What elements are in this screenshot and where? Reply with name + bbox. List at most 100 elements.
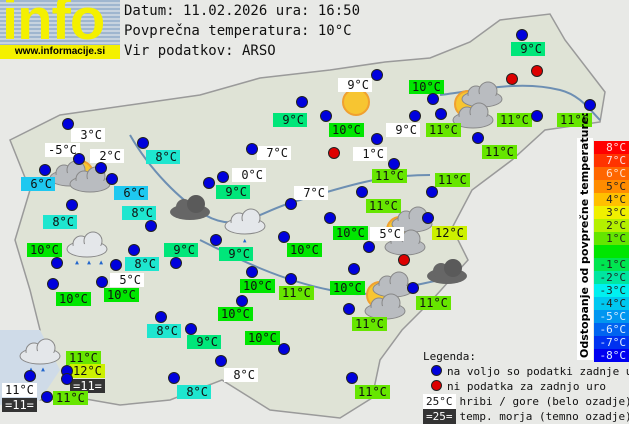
scale-step: 3°C [594, 206, 629, 219]
station-dot[interactable] [422, 212, 434, 224]
mountain-temperature-label: 0°C [232, 168, 266, 182]
station-temperature-label: 10°C [27, 243, 62, 257]
station-dot[interactable] [278, 343, 290, 355]
station-dot[interactable] [516, 29, 528, 41]
station-temperature-label: 9°C [511, 42, 545, 56]
station-dot[interactable] [96, 276, 108, 288]
station-dot[interactable] [66, 199, 78, 211]
station-dot[interactable] [472, 132, 484, 144]
station-temperature-label: 10°C [329, 123, 364, 137]
mountain-temperature-label: 11°C [2, 383, 37, 397]
scale-step: 7°C [594, 154, 629, 167]
station-dot[interactable] [215, 355, 227, 367]
station-dot[interactable] [343, 303, 355, 315]
rain-icon: ▴ ▴ [19, 338, 61, 375]
legend-missing: ni podatka za zadnjo uro [423, 379, 629, 394]
scale-step: -4°C [594, 297, 629, 310]
mountain-temperature-label: 7°C [294, 186, 328, 200]
station-dot[interactable] [409, 110, 421, 122]
station-temperature-label: 10°C [56, 292, 91, 306]
station-dot[interactable] [170, 257, 182, 269]
station-dot[interactable] [426, 186, 438, 198]
station-dot[interactable] [110, 259, 122, 271]
scale-step: 8°C [594, 141, 629, 154]
station-temperature-label: 8°C [122, 206, 156, 220]
station-dot[interactable] [407, 282, 419, 294]
station-dot[interactable] [41, 391, 53, 403]
station-temperature-label: 11°C [66, 351, 101, 365]
scale-step: -8°C [594, 349, 629, 362]
station-dot[interactable] [296, 96, 308, 108]
station-dot[interactable] [427, 93, 439, 105]
station-dot[interactable] [584, 99, 596, 111]
scale-step: -2°C [594, 271, 629, 284]
station-dot[interactable] [435, 108, 447, 120]
station-dot[interactable] [217, 171, 229, 183]
station-dot[interactable] [203, 177, 215, 189]
station-dot[interactable] [371, 133, 383, 145]
red-dot-icon [431, 380, 442, 391]
station-temperature-label: 11°C [352, 317, 387, 331]
station-dot[interactable] [185, 323, 197, 335]
station-dot[interactable] [62, 118, 74, 130]
station-temperature-label: 11°C [416, 296, 451, 310]
station-dot[interactable] [95, 162, 107, 174]
station-dot-missing[interactable] [398, 254, 410, 266]
station-dot[interactable] [285, 198, 297, 210]
station-dot[interactable] [324, 212, 336, 224]
legend: Legenda: na voljo so podatki zadnje ure … [423, 349, 629, 424]
station-dot[interactable] [531, 110, 543, 122]
date-time: Datum: 11.02.2026 ura: 16:50 [124, 3, 361, 19]
station-temperature-label: 11°C [355, 385, 390, 399]
station-dot[interactable] [363, 241, 375, 253]
station-dot[interactable] [106, 173, 118, 185]
legend-title: Legenda: [423, 350, 476, 363]
station-dot[interactable] [168, 372, 180, 384]
station-dot[interactable] [47, 278, 59, 290]
station-dot[interactable] [128, 244, 140, 256]
station-temperature-label: 11°C [279, 286, 314, 300]
scale-step: -1°C [594, 258, 629, 271]
legend-sea: =25= temp. morja (temno ozadje) [423, 409, 629, 424]
station-dot[interactable] [346, 372, 358, 384]
station-dot[interactable] [24, 370, 36, 382]
station-dot-missing[interactable] [328, 147, 340, 159]
station-dot[interactable] [278, 231, 290, 243]
station-dot[interactable] [39, 164, 51, 176]
station-temperature-label: 8°C [125, 257, 159, 271]
station-temperature-label: 6°C [114, 186, 148, 200]
mountain-temperature-label: 9°C [386, 123, 420, 137]
station-dot[interactable] [51, 257, 63, 269]
station-dot[interactable] [246, 266, 258, 278]
station-dot[interactable] [137, 137, 149, 149]
station-temperature-label: 8°C [177, 385, 211, 399]
svg-text:▴ ▴ ▴: ▴ ▴ ▴ [74, 257, 104, 268]
mountain-temperature-label: 7°C [257, 146, 291, 160]
station-dot[interactable] [210, 234, 222, 246]
station-dot[interactable] [155, 311, 167, 323]
station-dot[interactable] [320, 110, 332, 122]
blue-dot-icon [431, 365, 442, 376]
station-temperature-label: 9°C [164, 243, 198, 257]
scale-step: -5°C [594, 310, 629, 323]
mountain-temperature-label: 9°C [338, 78, 372, 92]
deviation-scale: 8°C 7°C 6°C 5°C 4°C 3°C 2°C 1°C -1°C -2°C -3°C -4°C… [594, 141, 629, 362]
station-dot[interactable] [236, 295, 248, 307]
station-dot[interactable] [246, 143, 258, 155]
scale-step: 4°C [594, 193, 629, 206]
legend-mountain: 25°C hribi / gore (belo ozadje) [423, 394, 629, 409]
station-dot[interactable] [388, 158, 400, 170]
station-dot[interactable] [356, 186, 368, 198]
station-dot[interactable] [371, 69, 383, 81]
station-dot-missing[interactable] [506, 73, 518, 85]
site-url[interactable]: www.informacije.si [0, 45, 120, 59]
scale-step: -7°C [594, 336, 629, 349]
station-dot[interactable] [145, 220, 157, 232]
station-dot-missing[interactable] [531, 65, 543, 77]
station-temperature-label: 11°C [426, 123, 461, 137]
station-dot[interactable] [285, 273, 297, 285]
station-dot[interactable] [61, 373, 73, 385]
station-temperature-label: 10°C [104, 288, 139, 302]
station-dot[interactable] [73, 153, 85, 165]
station-dot[interactable] [348, 263, 360, 275]
